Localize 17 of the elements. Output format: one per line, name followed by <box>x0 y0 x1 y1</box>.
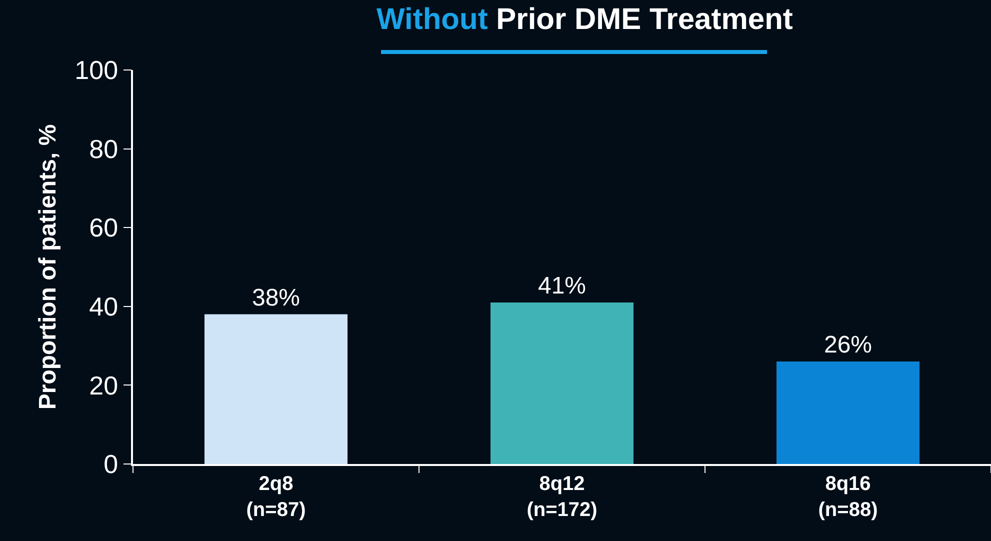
y-axis-title: Proportion of patients, % <box>34 124 62 410</box>
data-label: 41% <box>538 272 586 300</box>
chart-title: Without Prior DME Treatment <box>376 3 793 36</box>
x-tick-label: 8q16 (n=88) <box>818 472 878 521</box>
bar <box>204 314 348 464</box>
y-tick-label: 100 <box>74 55 118 86</box>
data-label: 26% <box>824 332 872 359</box>
y-tick-label: 40 <box>89 292 118 322</box>
data-label: 38% <box>252 284 300 312</box>
bar <box>776 362 920 464</box>
x-tick-label: 8q12 (n=172) <box>526 472 598 521</box>
x-tick-label: 2q8 (n=87) <box>246 472 306 521</box>
bar <box>490 302 634 464</box>
y-tick-label: 0 <box>104 449 118 480</box>
y-tick-label: 80 <box>89 134 118 164</box>
y-tick-label: 60 <box>89 212 118 243</box>
y-tick-label: 20 <box>89 370 118 400</box>
